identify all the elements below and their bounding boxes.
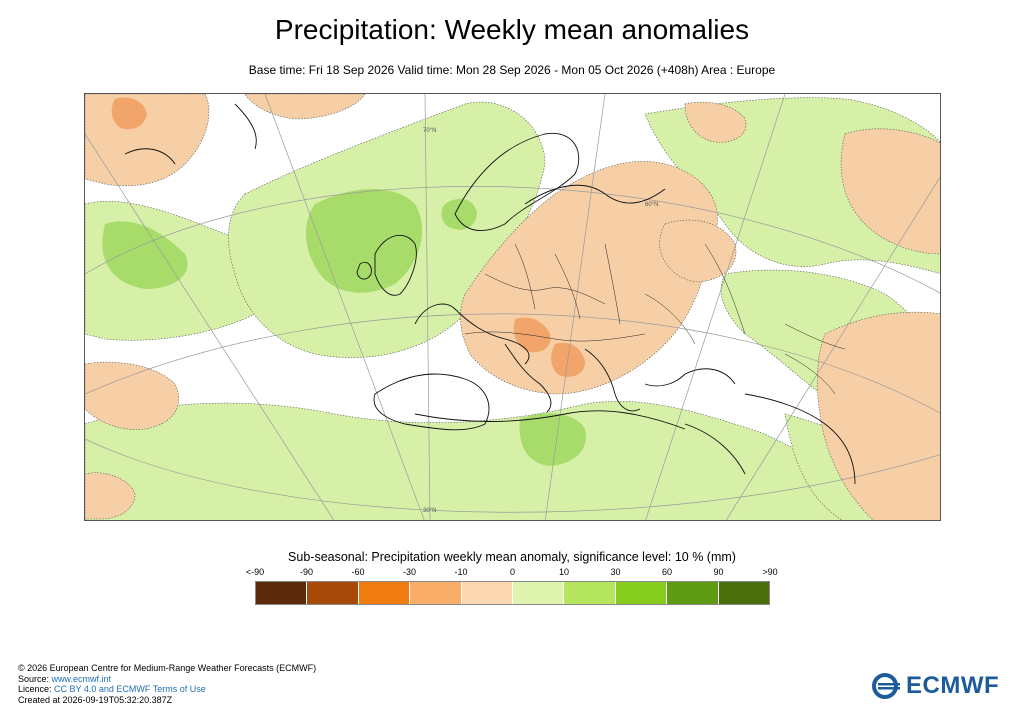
lat-label-60: 60°N bbox=[645, 202, 658, 208]
legend-tick: 90 bbox=[713, 567, 724, 577]
map-canvas: 70°N 60°N 30°N bbox=[85, 94, 940, 520]
legend-colorbar bbox=[255, 581, 770, 605]
ecmwf-logo: ECMWF bbox=[872, 672, 999, 700]
graticule bbox=[85, 94, 940, 520]
ecmwf-logo-text: ECMWF bbox=[906, 672, 1000, 699]
legend-swatch bbox=[615, 582, 668, 604]
legend-tick: >90 bbox=[762, 567, 778, 577]
borders bbox=[464, 243, 846, 395]
legend-swatch bbox=[667, 582, 719, 604]
legend-swatch bbox=[564, 582, 616, 604]
legend-swatch bbox=[461, 582, 514, 604]
legend-tick: <-90 bbox=[245, 567, 265, 577]
legend-title: Sub-seasonal: Precipitation weekly mean … bbox=[288, 550, 736, 564]
page-title: Precipitation: Weekly mean anomalies bbox=[274, 14, 750, 45]
legend-tick: 30 bbox=[610, 567, 621, 577]
legend-swatch bbox=[307, 582, 359, 604]
page-subtitle: Base time: Fri 18 Sep 2026 Valid time: M… bbox=[248, 63, 776, 77]
legend-swatch bbox=[718, 582, 770, 604]
legend-tick: 10 bbox=[558, 567, 570, 577]
wet-medium-regions bbox=[102, 189, 586, 466]
footer: © 2026 European Centre for Medium-Range … bbox=[18, 663, 316, 705]
legend-tick: 0 bbox=[509, 567, 516, 577]
ecmwf-logo-icon bbox=[872, 673, 900, 699]
legend-tick: 60 bbox=[661, 567, 673, 577]
footer-source: Source: www.ecmwf.int bbox=[18, 673, 112, 684]
licence-link[interactable]: CC BY 4.0 and ECMWF Terms of Use bbox=[54, 684, 206, 694]
legend-swatch bbox=[358, 582, 411, 604]
lat-label-30: 30°N bbox=[423, 508, 436, 514]
footer-created: Created at 2026-09-19T05:32:20.387Z bbox=[18, 694, 173, 705]
coastlines bbox=[124, 103, 856, 485]
legend-tick: -30 bbox=[402, 567, 417, 577]
legend-swatch bbox=[410, 582, 462, 604]
graticule-labels: 70°N 60°N 30°N bbox=[423, 128, 658, 514]
legend-swatch bbox=[513, 582, 565, 604]
precipitation-anomaly-map: 70°N 60°N 30°N bbox=[84, 93, 941, 521]
legend-tick: -60 bbox=[351, 567, 365, 577]
legend-tick: -10 bbox=[454, 567, 468, 577]
legend-swatch bbox=[256, 582, 308, 604]
footer-licence: Licence: CC BY 4.0 and ECMWF Terms of Us… bbox=[18, 684, 206, 694]
legend-tick: -90 bbox=[299, 567, 314, 577]
footer-copyright: © 2026 European Centre for Medium-Range … bbox=[18, 663, 317, 673]
dry-medium-regions bbox=[111, 97, 585, 377]
lat-label-70: 70°N bbox=[423, 128, 436, 134]
legend-ticks: <-90 -90 -60 -30 -10 0 10 30 60 90 >90 bbox=[230, 567, 798, 581]
source-link[interactable]: www.ecmwf.int bbox=[51, 673, 112, 684]
